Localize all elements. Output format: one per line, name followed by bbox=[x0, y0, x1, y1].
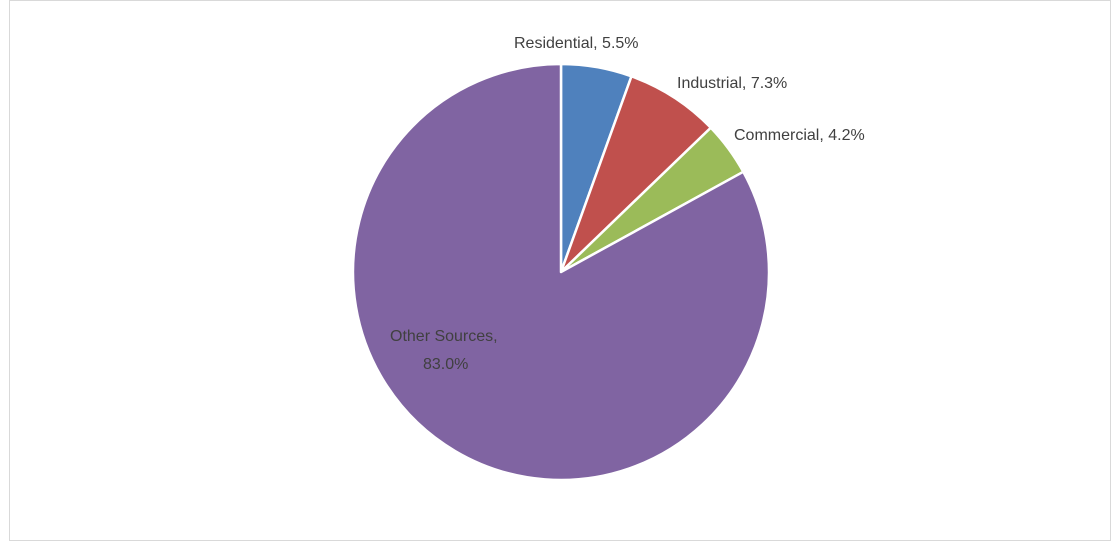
slice-label-commercial: Commercial, 4.2% bbox=[734, 127, 865, 144]
slice-label-other-sources-line1: Other Sources, bbox=[390, 328, 498, 345]
pie-slice-other-sources bbox=[351, 62, 771, 482]
slice-label-other-sources-line2: 83.0% bbox=[423, 356, 468, 373]
slice-label-residential: Residential, 5.5% bbox=[514, 35, 639, 52]
pie-slices bbox=[351, 62, 771, 482]
slice-label-industrial: Industrial, 7.3% bbox=[677, 75, 787, 92]
